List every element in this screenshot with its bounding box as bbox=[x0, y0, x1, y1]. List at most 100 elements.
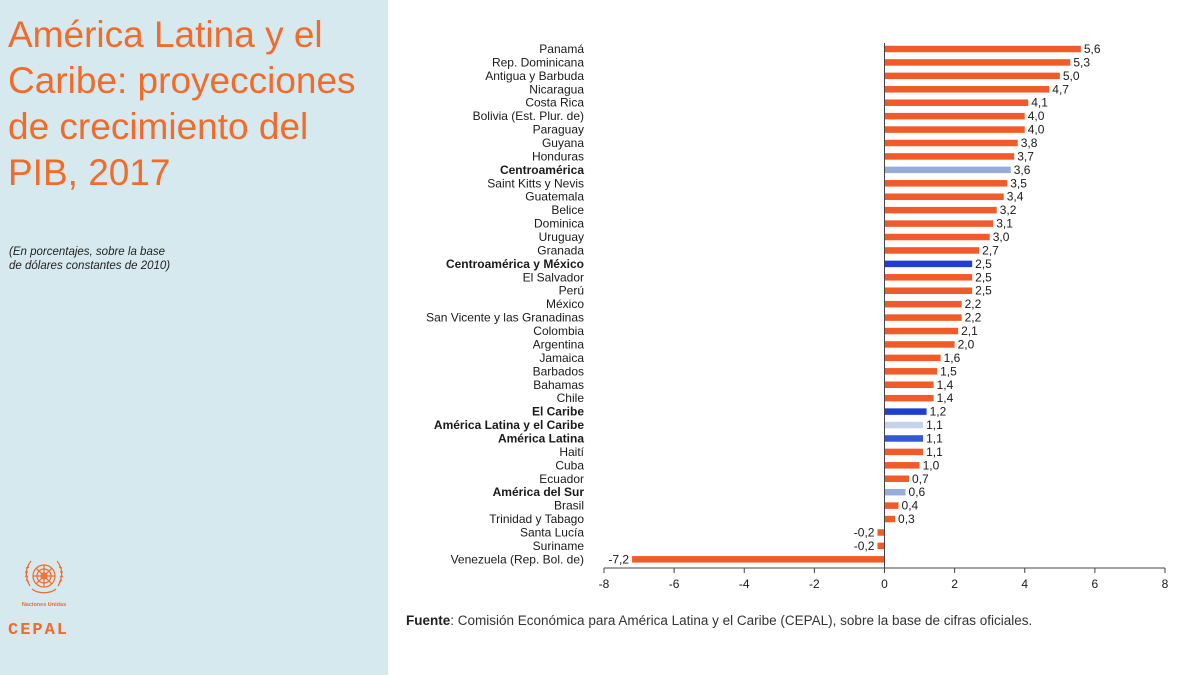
category-label-centroamerica-y-mexico: Centroamérica y México bbox=[446, 257, 584, 271]
bar-el-caribe bbox=[884, 408, 927, 415]
value-label-antigua-y-barbuda: 5,0 bbox=[1063, 69, 1080, 83]
bar-granada bbox=[884, 247, 980, 254]
value-label-saint-kitts-y-nevis: 3,5 bbox=[1010, 176, 1027, 190]
sidebar-panel: América Latina y el Caribe: proyecciones… bbox=[0, 0, 388, 675]
value-label-uruguay: 3,0 bbox=[993, 230, 1010, 244]
value-label-mexico: 2,2 bbox=[965, 297, 982, 311]
value-label-belice: 3,2 bbox=[1000, 203, 1017, 217]
category-label-san-vicente-y-las-granadinas: San Vicente y las Granadinas bbox=[426, 311, 584, 325]
category-label-chile: Chile bbox=[557, 391, 585, 405]
value-label-guyana: 3,8 bbox=[1021, 136, 1038, 150]
x-tick-label: 2 bbox=[951, 577, 958, 591]
bar-centroamerica-y-mexico bbox=[884, 260, 973, 268]
value-label-peru: 2,5 bbox=[975, 284, 992, 298]
bar-venezuela-rep-bol-de bbox=[632, 556, 885, 563]
x-axis: -8 -6 -4 -2 0 2 4 6 8 bbox=[599, 43, 1169, 591]
bar-belice bbox=[884, 206, 997, 214]
bar-america-latina-y-el-caribe bbox=[884, 421, 924, 429]
value-label-bahamas: 1,4 bbox=[937, 378, 954, 392]
value-label-honduras: 3,7 bbox=[1017, 149, 1034, 163]
value-label-colombia: 2,1 bbox=[961, 324, 978, 338]
category-label-santa-lucia: Santa Lucía bbox=[520, 525, 584, 539]
category-label-ecuador: Ecuador bbox=[539, 472, 584, 486]
category-label-guyana: Guyana bbox=[542, 136, 584, 150]
bar-saint-kitts-y-nevis bbox=[884, 180, 1008, 187]
page-title: América Latina y el Caribe: proyecciones… bbox=[8, 14, 356, 193]
bar-guatemala bbox=[884, 193, 1004, 200]
bar-jamaica bbox=[884, 354, 941, 362]
category-label-america-del-sur: América del Sur bbox=[493, 485, 585, 499]
value-label-haiti: 1,1 bbox=[926, 445, 943, 459]
category-label-mexico: México bbox=[546, 297, 584, 311]
bar-bahamas bbox=[884, 381, 934, 388]
source-note: Fuente: Comisión Económica para América … bbox=[406, 613, 1032, 628]
value-label-el-caribe: 1,2 bbox=[930, 405, 947, 419]
value-label-america-latina: 1,1 bbox=[926, 431, 943, 445]
page-subtitle: (En porcentajes, sobre la base de dólare… bbox=[9, 246, 171, 272]
category-label-nicaragua: Nicaragua bbox=[529, 82, 584, 96]
source-label: Fuente bbox=[406, 613, 451, 628]
value-label-venezuela-rep-bol-de: -7,2 bbox=[608, 552, 629, 566]
category-label-america-latina-y-el-caribe: América Latina y el Caribe bbox=[434, 418, 584, 432]
value-label-san-vicente-y-las-granadinas: 2,2 bbox=[965, 311, 982, 325]
category-label-jamaica: Jamaica bbox=[539, 351, 584, 365]
bar-america-latina bbox=[884, 435, 924, 442]
category-label-centroamerica: Centroamérica bbox=[500, 163, 584, 177]
value-label-trinidad-y-tabago: 0,3 bbox=[898, 512, 915, 526]
category-label-costa-rica: Costa Rica bbox=[525, 96, 584, 110]
category-label-bahamas: Bahamas bbox=[533, 378, 584, 392]
bar-brasil bbox=[884, 502, 899, 509]
bar-rep-dominicana bbox=[884, 59, 1071, 66]
value-label-barbados: 1,5 bbox=[940, 364, 957, 378]
category-label-granada: Granada bbox=[537, 243, 584, 257]
bar-suriname bbox=[877, 542, 885, 550]
un-emblem-icon bbox=[24, 560, 64, 594]
x-tick-label: -4 bbox=[739, 577, 750, 591]
category-label-suriname: Suriname bbox=[533, 539, 585, 553]
category-label-brasil: Brasil bbox=[554, 499, 584, 513]
x-tick-label: -6 bbox=[669, 577, 680, 591]
category-label-colombia: Colombia bbox=[533, 324, 584, 338]
category-label-barbados: Barbados bbox=[533, 364, 584, 378]
value-label-panama: 5,6 bbox=[1084, 42, 1101, 56]
category-label-antigua-y-barbuda: Antigua y Barbuda bbox=[485, 69, 584, 83]
bar-trinidad-y-tabago bbox=[884, 515, 896, 523]
value-label-nicaragua: 4,7 bbox=[1052, 82, 1069, 96]
bar-uruguay bbox=[884, 233, 990, 241]
value-label-brasil: 0,4 bbox=[902, 499, 919, 513]
category-label-panama: Panamá bbox=[539, 42, 584, 56]
category-label-venezuela-rep-bol-de: Venezuela (Rep. Bol. de) bbox=[451, 552, 584, 566]
x-tick-label: 4 bbox=[1021, 577, 1028, 591]
value-label-santa-lucia: -0,2 bbox=[854, 525, 875, 539]
value-label-el-salvador: 2,5 bbox=[975, 270, 992, 284]
bar-ecuador bbox=[884, 475, 910, 483]
category-label-paraguay: Paraguay bbox=[533, 123, 584, 137]
bar-centroamerica bbox=[884, 166, 1011, 174]
category-label-cuba: Cuba bbox=[555, 458, 584, 472]
bar-costa-rica bbox=[884, 99, 1029, 106]
value-label-paraguay: 4,0 bbox=[1028, 123, 1045, 137]
bar-america-del-sur bbox=[884, 488, 906, 496]
category-label-honduras: Honduras bbox=[532, 149, 584, 163]
bar-barbados bbox=[884, 368, 938, 375]
category-label-el-salvador: El Salvador bbox=[523, 270, 584, 284]
source-text: : Comisión Económica para América Latina… bbox=[450, 613, 1033, 628]
bars bbox=[632, 45, 1081, 563]
category-label-el-caribe: El Caribe bbox=[532, 405, 584, 419]
value-label-america-latina-y-el-caribe: 1,1 bbox=[926, 418, 943, 432]
bar-dominica bbox=[884, 220, 994, 227]
bar-guyana bbox=[884, 139, 1018, 147]
value-label-rep-dominicana: 5,3 bbox=[1073, 55, 1090, 69]
category-label-america-latina: América Latina bbox=[498, 431, 584, 445]
bar-mexico bbox=[884, 300, 962, 308]
bar-panama bbox=[884, 45, 1081, 53]
bar-cuba bbox=[884, 462, 920, 469]
value-label-argentina: 2,0 bbox=[958, 337, 975, 351]
x-tick-label: 0 bbox=[881, 577, 888, 591]
category-label-peru: Perú bbox=[559, 284, 584, 298]
category-label-saint-kitts-y-nevis: Saint Kitts y Nevis bbox=[487, 176, 584, 190]
bar-chile bbox=[884, 394, 934, 402]
category-label-trinidad-y-tabago: Trinidad y Tabago bbox=[489, 512, 584, 526]
x-tick-label: 6 bbox=[1092, 577, 1099, 591]
